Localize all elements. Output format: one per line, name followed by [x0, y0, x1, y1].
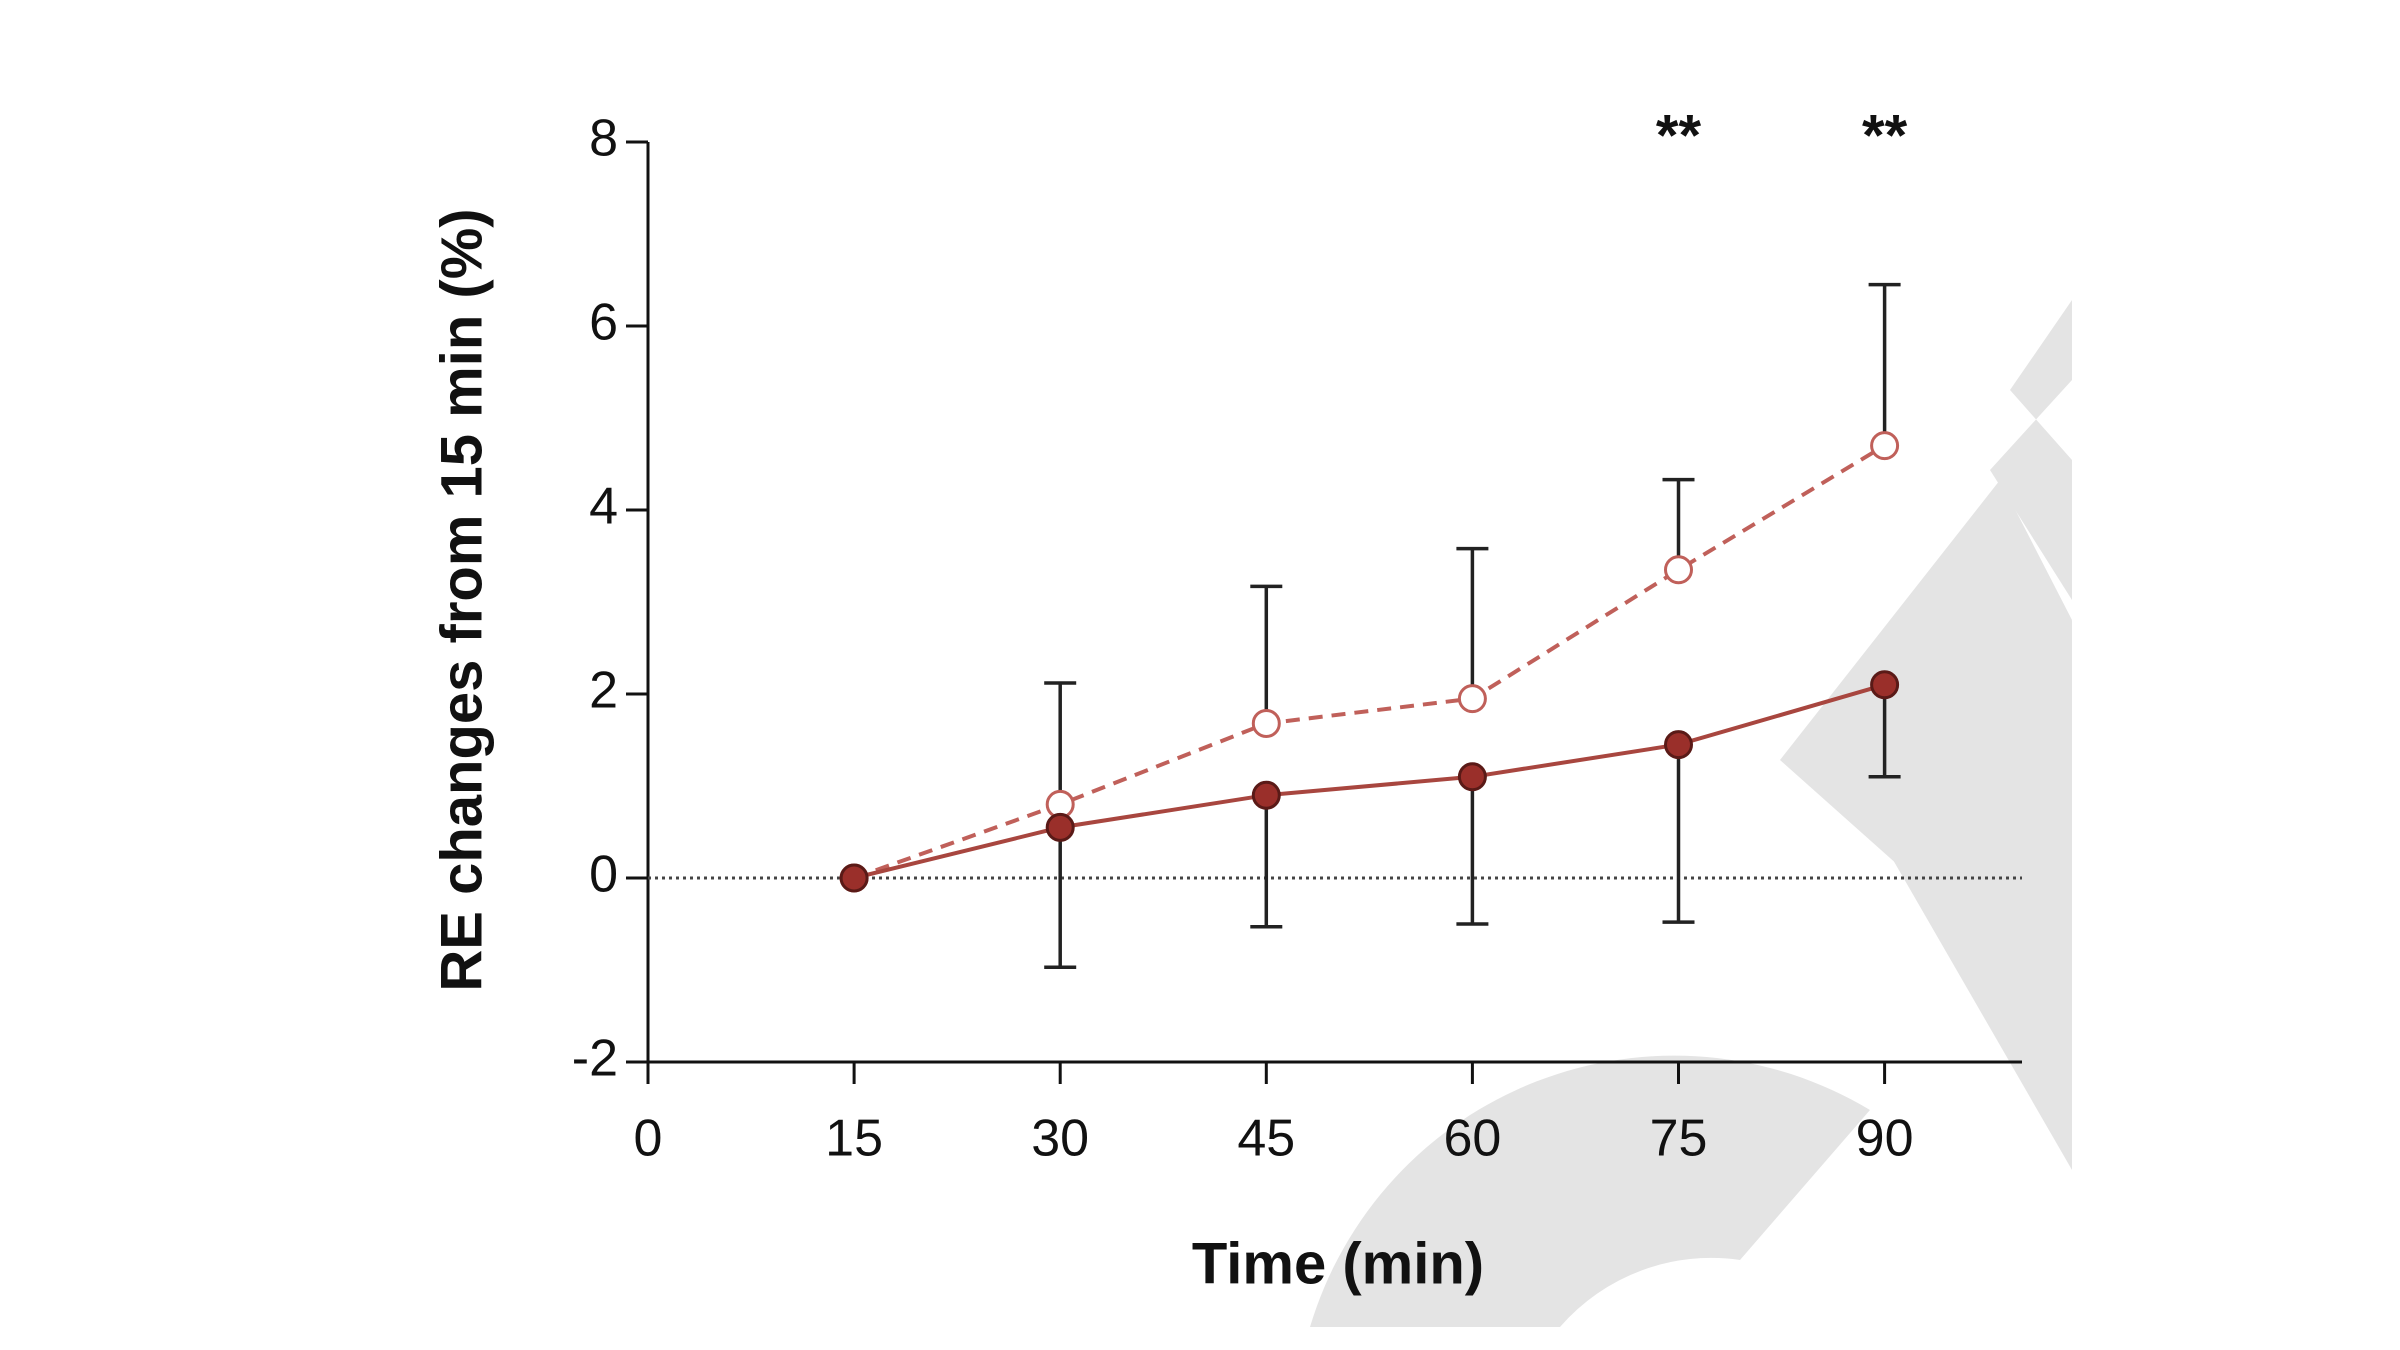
watermark-shape: [1990, 300, 2072, 600]
marker: [1045, 812, 1075, 842]
y-tick-label: 4: [589, 478, 618, 536]
significance-label: **: [1656, 103, 1702, 168]
x-axis-title: Time (min): [1192, 1231, 1484, 1296]
x-tick-label: 75: [1650, 1110, 1708, 1168]
x-tick-label: 90: [1856, 1110, 1914, 1168]
x-tick-label: 0: [634, 1110, 663, 1168]
x-tick-label: 30: [1031, 1110, 1089, 1168]
marker: [1457, 684, 1487, 714]
y-tick-label: 2: [589, 662, 618, 720]
watermark-shape: [1780, 480, 2072, 1020]
significance-label: **: [1862, 103, 1908, 168]
marker: [1664, 730, 1693, 760]
y-tick-label: 0: [589, 846, 618, 904]
x-tick-label: 45: [1237, 1110, 1295, 1168]
watermark-shape: [1310, 1055, 1870, 1327]
marker: [1457, 762, 1487, 792]
marker: [1870, 670, 1900, 700]
marker: [1664, 555, 1693, 585]
marker: [1870, 431, 1900, 461]
y-tick-label: 6: [589, 294, 618, 352]
y-tick-label: -2: [572, 1030, 618, 1088]
marker: [1251, 708, 1281, 738]
series-line: [853, 682, 1886, 880]
watermark: [1310, 300, 2072, 1327]
x-tick-label: 15: [825, 1110, 883, 1168]
x-tick-label: 60: [1443, 1110, 1501, 1168]
y-axis-title: RE changes from 15 min (%): [429, 208, 494, 991]
y-tick-label: 8: [589, 110, 618, 168]
marker: [1251, 780, 1281, 810]
series-line: [853, 443, 1886, 880]
marker: [839, 863, 869, 893]
